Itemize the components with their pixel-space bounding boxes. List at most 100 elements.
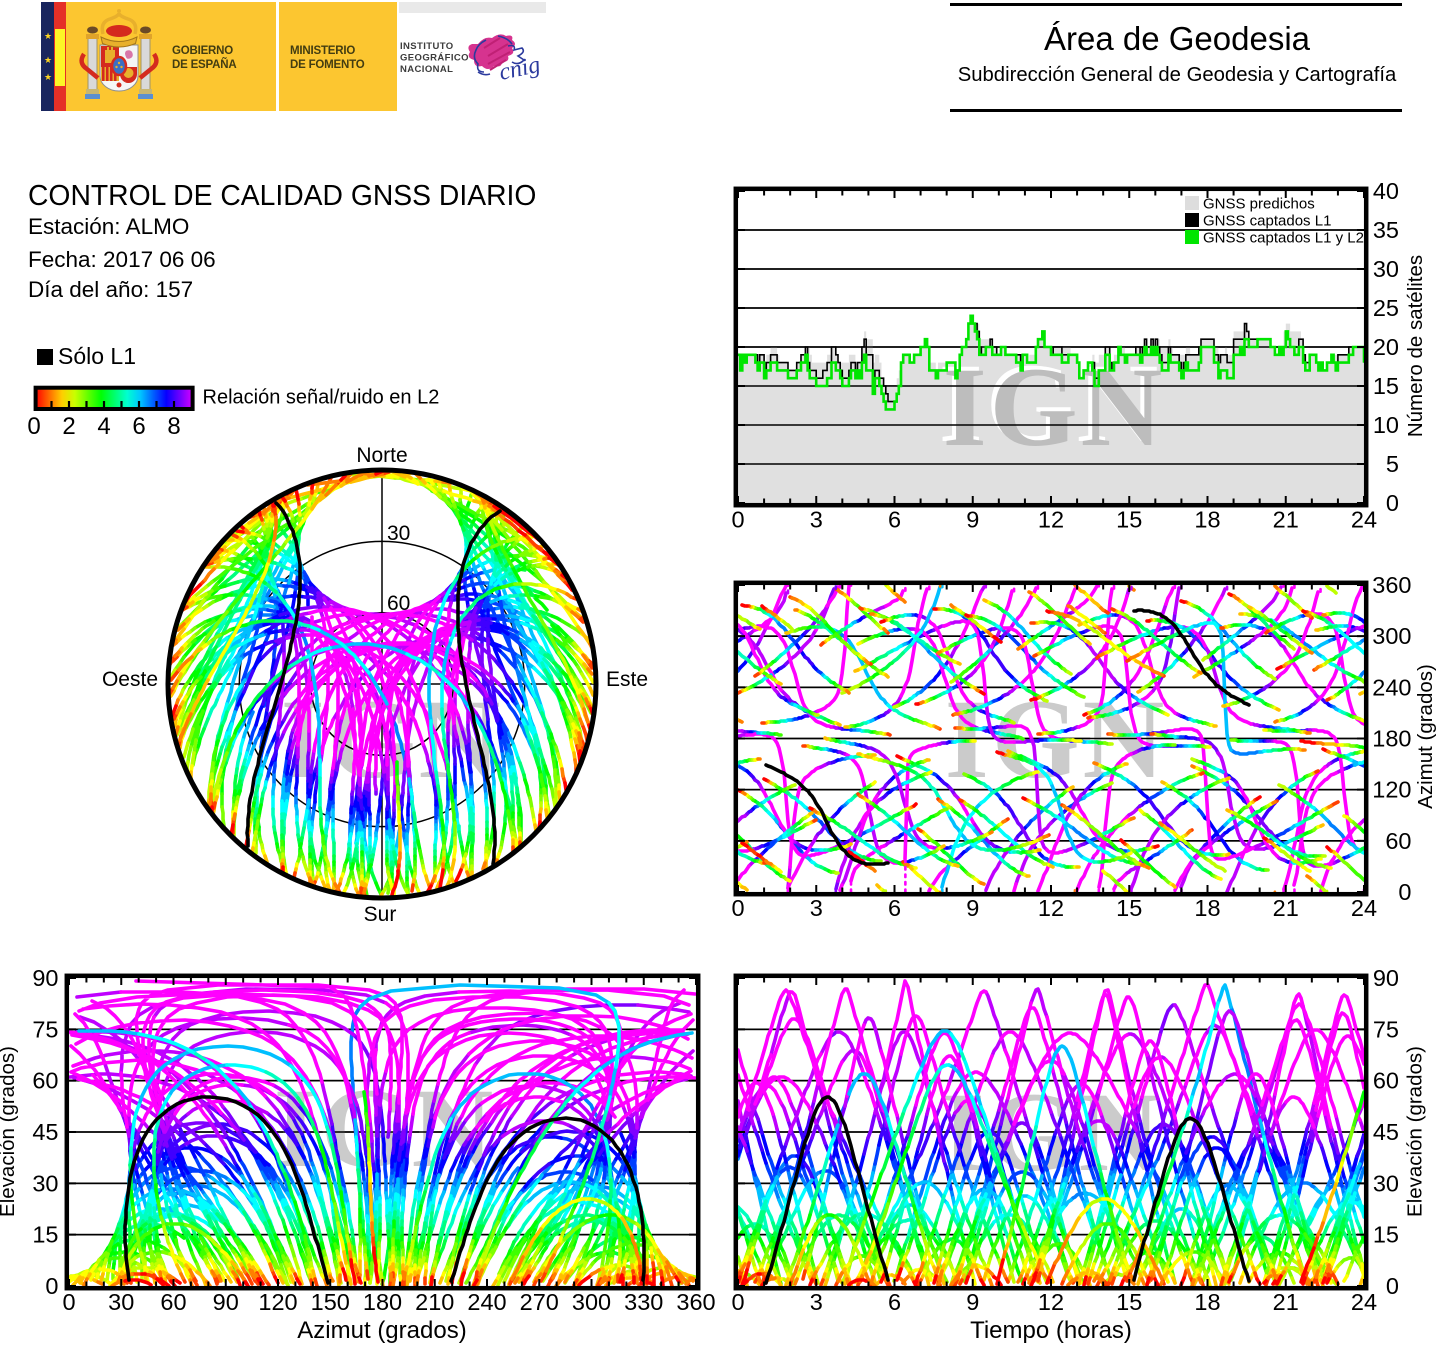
svg-text:Oeste: Oeste xyxy=(102,668,158,691)
svg-text:30: 30 xyxy=(387,522,410,545)
svg-text:60: 60 xyxy=(387,592,410,615)
svg-text:12: 12 xyxy=(1038,1289,1064,1315)
svg-text:45: 45 xyxy=(1373,1119,1399,1145)
svg-text:0: 0 xyxy=(731,1289,744,1315)
svg-text:6: 6 xyxy=(888,507,901,533)
svg-text:Área de Geodesia: Área de Geodesia xyxy=(1044,20,1311,57)
svg-text:9: 9 xyxy=(966,1289,979,1315)
svg-text:24: 24 xyxy=(1351,1289,1377,1315)
svg-text:DE FOMENTO: DE FOMENTO xyxy=(290,59,365,71)
svg-text:15: 15 xyxy=(1116,895,1142,921)
svg-text:360: 360 xyxy=(676,1289,715,1315)
svg-text:Número de satélites: Número de satélites xyxy=(1404,255,1427,437)
svg-text:Relación señal/ruido en L2: Relación señal/ruido en L2 xyxy=(203,387,440,409)
svg-text:30: 30 xyxy=(1373,1170,1399,1196)
svg-text:Azimut (grados): Azimut (grados) xyxy=(1414,664,1437,809)
svg-text:300: 300 xyxy=(1372,623,1411,649)
svg-text:20: 20 xyxy=(1373,334,1399,360)
svg-text:90: 90 xyxy=(32,965,58,991)
svg-text:12: 12 xyxy=(1038,895,1064,921)
svg-text:9: 9 xyxy=(966,895,979,921)
svg-text:15: 15 xyxy=(1373,373,1399,399)
svg-text:Sur: Sur xyxy=(364,903,397,926)
svg-text:GEOGRÁFICO: GEOGRÁFICO xyxy=(400,53,469,64)
svg-text:60: 60 xyxy=(160,1289,186,1315)
svg-text:24: 24 xyxy=(1351,895,1377,921)
svg-text:35: 35 xyxy=(1373,217,1399,243)
svg-text:180: 180 xyxy=(363,1289,402,1315)
svg-text:Fecha: 2017 06 06: Fecha: 2017 06 06 xyxy=(28,247,216,272)
svg-text:Este: Este xyxy=(606,668,648,691)
svg-text:30: 30 xyxy=(108,1289,134,1315)
svg-text:MINISTERIO: MINISTERIO xyxy=(290,45,355,57)
svg-text:18: 18 xyxy=(1194,1289,1220,1315)
svg-text:15: 15 xyxy=(1116,507,1142,533)
svg-text:8: 8 xyxy=(167,413,180,440)
svg-text:3: 3 xyxy=(810,1289,823,1315)
svg-text:0: 0 xyxy=(27,413,40,440)
svg-text:18: 18 xyxy=(1194,507,1220,533)
svg-text:★: ★ xyxy=(44,55,52,65)
svg-text:90: 90 xyxy=(213,1289,239,1315)
svg-text:21: 21 xyxy=(1273,507,1299,533)
svg-text:NACIONAL: NACIONAL xyxy=(400,64,453,75)
svg-text:45: 45 xyxy=(32,1119,58,1145)
svg-text:90: 90 xyxy=(1373,965,1399,991)
svg-text:0: 0 xyxy=(62,1289,75,1315)
svg-text:DE ESPAÑA: DE ESPAÑA xyxy=(172,58,236,71)
svg-text:3: 3 xyxy=(810,507,823,533)
svg-text:15: 15 xyxy=(32,1222,58,1248)
svg-text:0: 0 xyxy=(1386,490,1399,516)
svg-text:24: 24 xyxy=(1351,507,1377,533)
svg-text:IGN: IGN xyxy=(939,341,1161,466)
svg-text:2: 2 xyxy=(62,413,75,440)
svg-text:30: 30 xyxy=(32,1170,58,1196)
svg-text:6: 6 xyxy=(888,895,901,921)
svg-text:21: 21 xyxy=(1273,1289,1299,1315)
svg-text:5: 5 xyxy=(1386,451,1399,477)
svg-text:15: 15 xyxy=(1373,1222,1399,1248)
svg-text:IGN: IGN xyxy=(943,345,1165,470)
svg-text:6: 6 xyxy=(132,413,145,440)
svg-text:25: 25 xyxy=(1373,295,1399,321)
svg-text:GOBIERNO: GOBIERNO xyxy=(172,45,233,57)
svg-text:GNSS captados L1: GNSS captados L1 xyxy=(1203,213,1331,230)
svg-text:Día del año: 157: Día del año: 157 xyxy=(28,277,193,302)
svg-text:Elevación (grados): Elevación (grados) xyxy=(1404,1046,1427,1217)
svg-text:4: 4 xyxy=(97,413,110,440)
svg-text:40: 40 xyxy=(1373,178,1399,204)
svg-text:CONTROL DE CALIDAD GNSS DIARIO: CONTROL DE CALIDAD GNSS DIARIO xyxy=(28,179,536,211)
svg-text:300: 300 xyxy=(572,1289,611,1315)
svg-text:240: 240 xyxy=(467,1289,506,1315)
svg-text:Sólo L1: Sólo L1 xyxy=(58,343,136,369)
svg-text:0: 0 xyxy=(1398,879,1411,905)
svg-text:6: 6 xyxy=(888,1289,901,1315)
svg-text:Estación: ALMO: Estación: ALMO xyxy=(28,214,189,239)
svg-text:Tiempo (horas): Tiempo (horas) xyxy=(970,1317,1132,1344)
svg-text:60: 60 xyxy=(1385,828,1411,854)
svg-text:★: ★ xyxy=(44,72,52,82)
svg-text:120: 120 xyxy=(1372,777,1411,803)
svg-text:Subdirección General de Geodes: Subdirección General de Geodesia y Carto… xyxy=(958,64,1397,86)
svg-text:Elevación (grados): Elevación (grados) xyxy=(0,1046,19,1217)
svg-text:12: 12 xyxy=(1038,507,1064,533)
svg-text:180: 180 xyxy=(1372,726,1411,752)
svg-text:240: 240 xyxy=(1372,674,1411,700)
svg-text:18: 18 xyxy=(1194,895,1220,921)
svg-text:270: 270 xyxy=(520,1289,559,1315)
svg-text:★: ★ xyxy=(44,31,52,41)
svg-text:21: 21 xyxy=(1273,895,1299,921)
svg-text:0: 0 xyxy=(731,507,744,533)
svg-text:0: 0 xyxy=(731,895,744,921)
svg-text:150: 150 xyxy=(311,1289,350,1315)
svg-text:9: 9 xyxy=(966,507,979,533)
svg-text:0: 0 xyxy=(45,1273,58,1299)
svg-text:330: 330 xyxy=(624,1289,663,1315)
svg-text:10: 10 xyxy=(1373,412,1399,438)
svg-text:30: 30 xyxy=(1373,256,1399,282)
svg-text:Norte: Norte xyxy=(356,444,407,467)
svg-text:0: 0 xyxy=(1386,1273,1399,1299)
svg-text:120: 120 xyxy=(258,1289,297,1315)
svg-text:60: 60 xyxy=(1373,1068,1399,1094)
svg-text:75: 75 xyxy=(1373,1016,1399,1042)
